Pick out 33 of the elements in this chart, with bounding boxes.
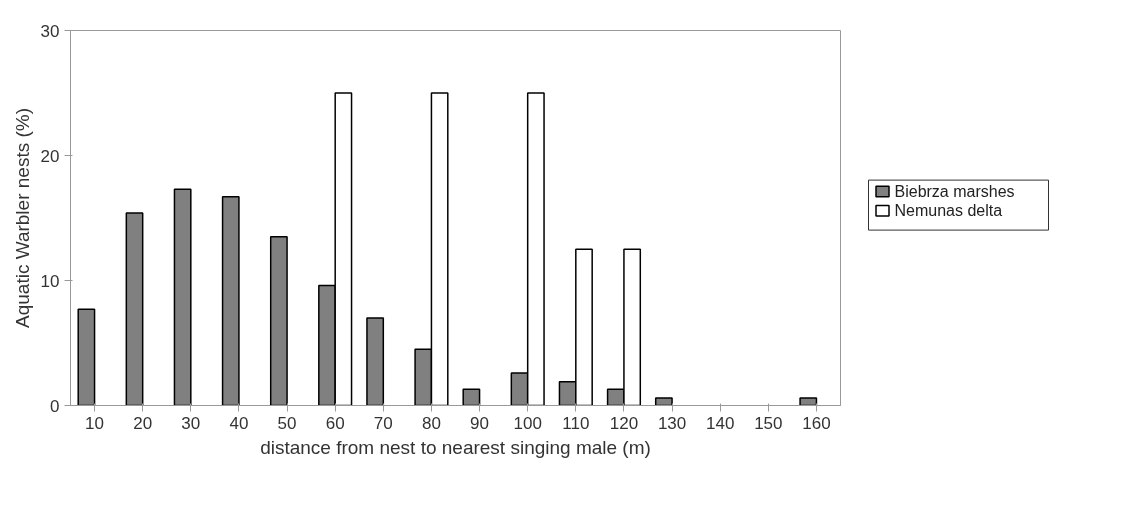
bar — [366, 317, 385, 406]
y-axis-title: Aquatic Warbler nests (%) — [11, 108, 33, 328]
x-tick-label: 50 — [277, 413, 297, 433]
y-tick-label: 0 — [50, 396, 60, 416]
bar — [221, 196, 240, 406]
bar — [799, 397, 818, 406]
x-tick-label: 130 — [657, 413, 687, 433]
x-tick-label: 150 — [754, 413, 783, 433]
bar — [654, 397, 673, 406]
x-tick-label: 100 — [513, 413, 542, 433]
x-tick-label: 70 — [373, 413, 393, 433]
y-tick-label: 10 — [40, 271, 60, 291]
legend-label: Nemunas delta — [894, 202, 1003, 220]
y-tick-label: 30 — [40, 21, 60, 41]
x-axis-title: distance from nest to nearest singing male (m) — [260, 436, 651, 458]
x-tick-label: 20 — [133, 413, 153, 433]
x-tick-label: 10 — [85, 413, 105, 433]
x-tick-label: 30 — [181, 413, 201, 433]
x-tick-label: 90 — [470, 413, 490, 433]
y-tick-label: 20 — [40, 146, 60, 166]
x-tick-label: 40 — [229, 413, 249, 433]
x-tick-label: 80 — [421, 413, 441, 433]
bar — [462, 388, 481, 406]
legend-label: Biebrza marshes — [894, 182, 1015, 200]
x-tick-label: 140 — [706, 413, 735, 433]
x-tick-label: 160 — [802, 413, 831, 433]
x-tick-label: 120 — [609, 413, 639, 433]
bar — [173, 188, 192, 406]
bar — [269, 236, 288, 406]
bar — [77, 308, 96, 406]
bar — [125, 212, 144, 406]
x-tick-label: 110 — [562, 413, 590, 433]
x-tick-label: 60 — [325, 413, 345, 433]
